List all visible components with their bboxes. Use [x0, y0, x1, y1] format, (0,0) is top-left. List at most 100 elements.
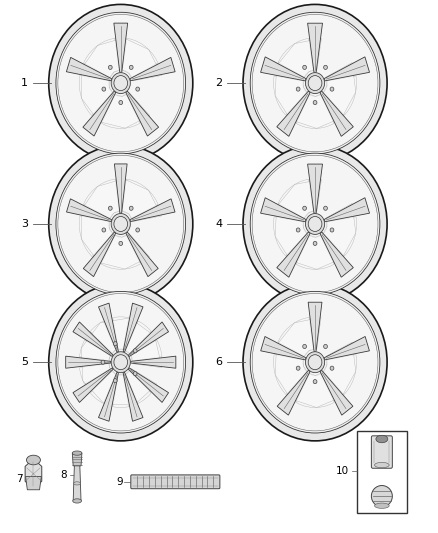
Ellipse shape	[56, 292, 186, 433]
Polygon shape	[123, 38, 158, 77]
Polygon shape	[67, 199, 112, 222]
Polygon shape	[324, 336, 369, 360]
Polygon shape	[79, 76, 112, 116]
Ellipse shape	[296, 228, 300, 232]
Polygon shape	[296, 95, 334, 128]
Ellipse shape	[109, 206, 112, 211]
Ellipse shape	[133, 372, 137, 376]
Text: 5: 5	[21, 357, 28, 367]
Ellipse shape	[313, 379, 317, 384]
Ellipse shape	[111, 214, 131, 235]
FancyBboxPatch shape	[371, 436, 392, 469]
Polygon shape	[90, 372, 116, 403]
Polygon shape	[122, 179, 158, 218]
Ellipse shape	[113, 342, 117, 346]
Polygon shape	[278, 179, 313, 218]
Polygon shape	[278, 317, 313, 356]
Polygon shape	[114, 164, 127, 213]
Text: 7: 7	[16, 474, 23, 484]
Ellipse shape	[330, 366, 334, 370]
Text: 4: 4	[215, 219, 223, 229]
Polygon shape	[261, 336, 306, 360]
Polygon shape	[274, 76, 307, 115]
Polygon shape	[130, 199, 175, 222]
Polygon shape	[324, 76, 357, 115]
Ellipse shape	[243, 284, 387, 441]
Polygon shape	[274, 217, 307, 256]
Ellipse shape	[56, 153, 186, 295]
Ellipse shape	[308, 216, 322, 231]
Ellipse shape	[250, 153, 380, 295]
Polygon shape	[90, 321, 116, 353]
Ellipse shape	[58, 294, 184, 431]
Ellipse shape	[111, 72, 131, 94]
Point	[350, 468, 355, 474]
Ellipse shape	[56, 12, 186, 154]
Ellipse shape	[252, 155, 378, 293]
Point	[48, 80, 53, 86]
Ellipse shape	[49, 284, 193, 441]
Point	[23, 473, 28, 480]
Polygon shape	[25, 477, 41, 490]
Polygon shape	[128, 322, 169, 357]
Ellipse shape	[102, 228, 106, 232]
Polygon shape	[73, 322, 113, 357]
Point	[48, 359, 53, 366]
Ellipse shape	[305, 72, 325, 94]
Point	[72, 472, 78, 479]
Ellipse shape	[113, 378, 117, 383]
Ellipse shape	[374, 503, 389, 508]
Polygon shape	[126, 372, 151, 403]
Ellipse shape	[313, 241, 317, 246]
Ellipse shape	[73, 499, 81, 503]
Line: 2 pts: 2 pts	[25, 474, 31, 477]
Polygon shape	[296, 236, 334, 269]
Polygon shape	[261, 57, 306, 81]
Point	[121, 479, 127, 485]
Ellipse shape	[296, 87, 300, 91]
Ellipse shape	[136, 87, 140, 91]
Polygon shape	[79, 216, 112, 257]
Ellipse shape	[129, 66, 133, 69]
Polygon shape	[320, 91, 353, 136]
Polygon shape	[81, 318, 162, 405]
Polygon shape	[274, 354, 307, 394]
Polygon shape	[275, 38, 356, 128]
Polygon shape	[101, 236, 141, 269]
Polygon shape	[80, 364, 110, 384]
Polygon shape	[102, 95, 140, 128]
Text: 10: 10	[336, 466, 349, 476]
Ellipse shape	[324, 344, 327, 349]
Point	[224, 80, 230, 86]
Ellipse shape	[109, 66, 112, 69]
Ellipse shape	[324, 66, 327, 69]
Ellipse shape	[324, 206, 327, 211]
Polygon shape	[296, 374, 334, 408]
Polygon shape	[84, 38, 119, 77]
Polygon shape	[277, 91, 310, 136]
Ellipse shape	[303, 344, 307, 349]
Polygon shape	[320, 370, 353, 415]
Ellipse shape	[119, 101, 123, 104]
Polygon shape	[99, 372, 118, 421]
FancyBboxPatch shape	[357, 431, 407, 513]
Point	[30, 80, 35, 86]
Polygon shape	[73, 462, 81, 501]
Polygon shape	[275, 179, 356, 269]
Polygon shape	[123, 372, 143, 421]
Polygon shape	[277, 370, 310, 415]
Polygon shape	[67, 58, 112, 81]
FancyBboxPatch shape	[131, 475, 220, 489]
Polygon shape	[66, 356, 111, 368]
Ellipse shape	[26, 455, 40, 465]
Ellipse shape	[114, 355, 127, 370]
Point	[224, 359, 230, 366]
Ellipse shape	[305, 214, 325, 235]
Point	[30, 221, 35, 227]
Polygon shape	[277, 232, 310, 277]
Polygon shape	[123, 303, 143, 352]
Point	[30, 359, 35, 366]
Point	[243, 80, 248, 86]
Ellipse shape	[243, 146, 387, 303]
Ellipse shape	[252, 294, 378, 431]
